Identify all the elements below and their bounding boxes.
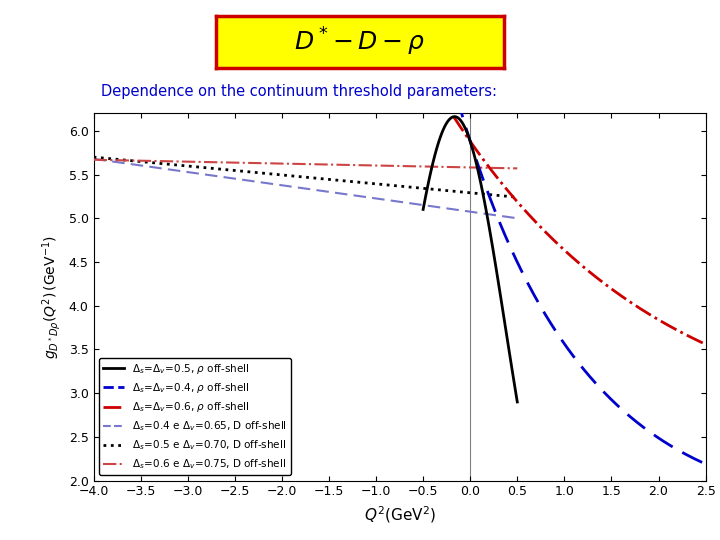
Y-axis label: $g_{D^*D\rho}(Q^2)\,(\mathrm{GeV}^{-1})$: $g_{D^*D\rho}(Q^2)\,(\mathrm{GeV}^{-1})$ bbox=[40, 235, 63, 359]
Legend: $\Delta_s\!=\!\Delta_v\!=\!0.5$, $\rho$ off-shell, $\Delta_s\!=\!\Delta_v\!=\!0.: $\Delta_s\!=\!\Delta_v\!=\!0.5$, $\rho$ … bbox=[99, 357, 291, 475]
Text: Dependence on the continuum threshold parameters:: Dependence on the continuum threshold pa… bbox=[101, 84, 497, 99]
X-axis label: $Q^2(\mathrm{GeV}^2)$: $Q^2(\mathrm{GeV}^2)$ bbox=[364, 504, 436, 525]
Text: $D^*\!-D-\rho$: $D^*\!-D-\rho$ bbox=[294, 26, 426, 58]
